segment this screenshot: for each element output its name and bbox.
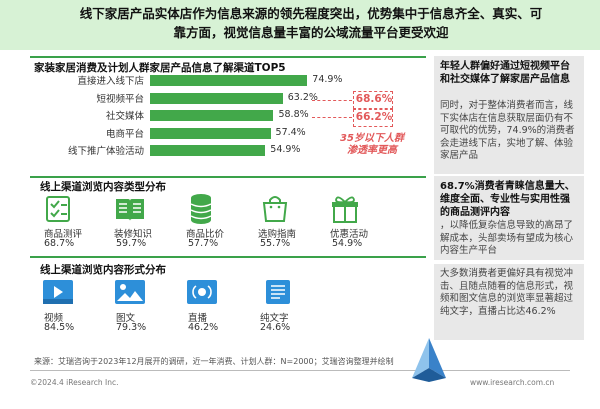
- bar: [150, 145, 266, 156]
- bar-value-label: 63.2%: [287, 91, 318, 103]
- content-type-panel: [30, 176, 426, 262]
- insight-box-2: 68.7%消费者青睐信息量大、维度全面、专业性与实用性强的商品测评内容 ，以降低…: [434, 176, 584, 260]
- checklist-icon: [44, 194, 74, 224]
- content-form-label-1: 视频: [44, 313, 64, 324]
- bar-category-label: 短视频平台: [96, 93, 144, 105]
- channel-chart-title: 家装家居消费及计划人群家居产品信息了解渠道TOP5: [34, 62, 286, 74]
- coins-icon: [186, 192, 216, 224]
- text-document-icon: [262, 279, 294, 305]
- channel-panel: [30, 56, 426, 176]
- image-text-icon: [114, 279, 146, 305]
- insight-1-body: 同时，对于整体消费者而言，线下实体店在信息获取层面仍有不可取代的优势，74.9%…: [440, 100, 575, 161]
- insight-2-heading: 68.7%消费者青睐信息量大、维度全面、专业性与实用性强的商品测评内容: [440, 181, 575, 218]
- content-type-label-1: 商品测评: [44, 229, 83, 240]
- page-header: 线下家居产品实体店作为信息来源的领先程度突出，优势集中于信息齐全、真实、可 靠方…: [0, 0, 600, 50]
- highlight-value-1: 68.6%: [355, 93, 393, 105]
- shopping-bag-icon: [260, 193, 290, 223]
- highlight-box-2: [353, 109, 393, 127]
- insight-2-body: ，以降低复杂信息导致的高昂了解成本，头部卖场有望成为核心内容生产平台: [440, 220, 574, 256]
- content-form-label-4: 纯文字: [260, 313, 289, 324]
- content-form-label-2: 图文: [116, 313, 136, 324]
- content-type-value-1: 68.7%: [44, 238, 75, 249]
- content-type-value-4: 55.7%: [260, 238, 291, 249]
- bar-category-label: 线下推广体验活动: [67, 146, 144, 157]
- copyright: ©2024.4 iResearch Inc.: [30, 378, 119, 387]
- content-form-value-2: 79.3%: [116, 322, 147, 333]
- bar: [150, 127, 271, 139]
- page-title-line-1: 线下家居产品实体店作为信息来源的领先程度突出，优势集中于信息齐全、真实、可: [79, 6, 543, 21]
- content-form-value-4: 24.6%: [260, 322, 291, 333]
- highlight-connector-1: [312, 100, 352, 101]
- video-icon: [42, 279, 74, 305]
- highlight-connector-2: [312, 117, 352, 118]
- content-form-value-1: 84.5%: [44, 322, 75, 333]
- insight-box-3: 大多数消费者更偏好具有视觉冲击、且随点随看的信息形式，视频和图文信息的浏览率显著…: [434, 264, 584, 340]
- bar-value-label: 74.9%: [312, 74, 343, 85]
- content-form-title: 线上渠道浏览内容形式分布: [40, 264, 166, 276]
- content-type-label-2: 装修知识: [114, 229, 153, 240]
- content-type-label-3: 商品比价: [186, 229, 225, 240]
- channel-bar-chart: 直接进入线下店 74.9% 短视频平台 63.2% 社交媒体 58.8% 电商平台 57.4%…: [0, 0, 600, 180]
- content-type-value-3: 57.7%: [188, 238, 219, 249]
- highlight-box-1: [353, 91, 393, 109]
- content-form-panel: [30, 256, 426, 342]
- content-type-value-2: 59.7%: [116, 238, 147, 249]
- iresearch-logo-icon: [412, 338, 446, 382]
- live-stream-icon: [186, 279, 218, 305]
- bar-category-label: 直接进入线下店: [77, 76, 144, 87]
- bar-value-label: 57.4%: [275, 126, 306, 138]
- content-type-label-4: 选购指南: [258, 229, 297, 240]
- bar: [150, 92, 283, 104]
- insight-3-body: 大多数消费者更偏好具有视觉冲击、且随点随看的信息形式，视频和图文信息的浏览率显著…: [440, 268, 574, 317]
- footer-divider: [30, 370, 570, 371]
- bar-category-label: 社交媒体: [105, 111, 144, 122]
- website[interactable]: www.iresearch.com.cn: [470, 378, 555, 387]
- gift-icon: [330, 194, 360, 224]
- highlight-value-2: 66.2%: [355, 111, 393, 123]
- page-title-line-2: 靠方面，视觉信息量丰富的公域流量平台更受欢迎: [173, 25, 449, 40]
- insight-1-heading: 年轻人群偏好通过短视频平台和社交媒体了解家居产品信息: [440, 61, 570, 85]
- highlight-note: 35岁以下人群渗透率更高: [340, 133, 404, 156]
- content-type-title: 线上渠道浏览内容类型分布: [40, 181, 166, 193]
- bar-value-label: 58.8%: [278, 109, 309, 120]
- content-type-label-5: 优惠活动: [330, 229, 369, 240]
- open-book-icon: [114, 194, 144, 224]
- insight-box-1: 年轻人群偏好通过短视频平台和社交媒体了解家居产品信息 同时，对于整体消费者而言，…: [434, 56, 584, 174]
- bar: [150, 75, 308, 86]
- content-form-value-3: 46.2%: [188, 322, 219, 333]
- content-type-value-5: 54.9%: [332, 238, 363, 249]
- bar: [150, 110, 274, 121]
- bar-category-label: 电商平台: [105, 128, 144, 140]
- bar-value-label: 54.9%: [270, 144, 301, 155]
- page-title: 线下家居产品实体店作为信息来源的领先程度突出，优势集中于信息齐全、真实、可 靠方…: [36, 4, 586, 42]
- content-form-label-3: 直播: [188, 313, 208, 324]
- source-note: 来源：艾瑞咨询于2023年12月展开的调研，近一年消费、计划人群：N=2000；…: [34, 357, 394, 366]
